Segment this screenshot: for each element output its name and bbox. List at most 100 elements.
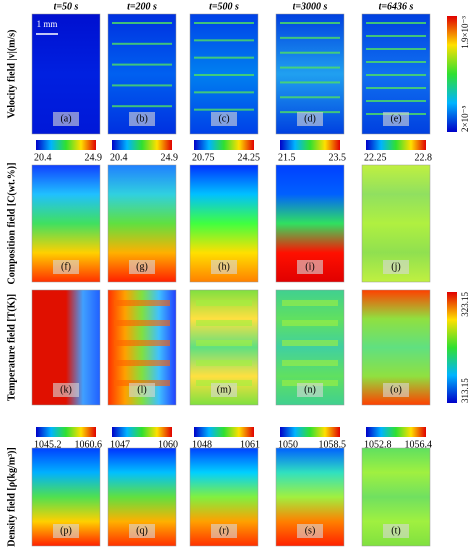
colorbar-max: 24.9: [85, 152, 103, 163]
colorbar: [194, 140, 254, 150]
panel-label-bg: [129, 383, 155, 397]
flow-streak: [280, 22, 340, 24]
flow-streak: [280, 66, 340, 69]
row-label: Velocity field |v|(m/s): [6, 29, 17, 118]
colorbar-min: 1050: [278, 439, 298, 450]
panel-label: (n): [304, 384, 316, 395]
colorbar-min: 20.4: [110, 152, 128, 163]
thermal-band: [196, 320, 252, 326]
panel-label-bg: [53, 383, 79, 397]
colorbar-max: 1060.6: [75, 439, 103, 450]
flow-streak: [194, 108, 254, 111]
colorbar-min: 22.25: [364, 152, 387, 163]
panel-label-bg: [383, 524, 409, 538]
colorbar-max: 24.9: [161, 152, 179, 163]
panel-label: (r): [219, 525, 229, 536]
colorbar: [194, 427, 254, 437]
panel-label-bg: [129, 524, 155, 538]
flow-streak: [366, 35, 426, 37]
colorbar-min: 2×10⁻⁵: [460, 106, 470, 132]
flow-streak: [280, 51, 340, 54]
colorbar-max: 1060: [158, 439, 178, 450]
flow-streak: [194, 39, 254, 42]
flow-streak: [366, 87, 426, 89]
colorbar-max: 1061: [240, 439, 260, 450]
flow-streak: [112, 84, 172, 87]
thermal-band: [282, 340, 338, 346]
panel-label: (t): [391, 525, 400, 536]
colorbar-min: 1052.8: [364, 439, 392, 450]
colorbar: [280, 427, 340, 437]
panel-label-bg: [297, 112, 323, 126]
thermal-band: [196, 300, 252, 306]
panel-label-bg: [383, 383, 409, 397]
flow-streak: [194, 22, 254, 24]
colorbar: [36, 427, 96, 437]
flow-streak: [366, 74, 426, 76]
panel-label-bg: [383, 112, 409, 126]
panel-label-bg: [211, 524, 237, 538]
colorbar-min: 21.5: [278, 152, 296, 163]
flow-streak: [366, 48, 426, 50]
colorbar-min: 1048: [192, 439, 212, 450]
colorbar-max: 1056.4: [405, 439, 433, 450]
panel-label-bg: [297, 524, 323, 538]
panel-label: (i): [305, 261, 314, 272]
panel-label-bg: [297, 260, 323, 274]
colorbar: [112, 140, 172, 150]
colorbar-min: 313.15: [460, 378, 470, 403]
flow-streak: [280, 81, 340, 84]
colorbar: [366, 427, 426, 437]
panel-label: (l): [137, 384, 146, 395]
time-label: t=6436 s: [379, 1, 414, 12]
panel-label: (a): [60, 113, 71, 124]
colorbar: [447, 292, 457, 403]
thermal-band: [196, 340, 252, 346]
panel-label: (o): [390, 384, 402, 395]
panel-label: (c): [218, 113, 229, 124]
colorbar-min: 20.4: [34, 152, 52, 163]
colorbar-min: 1045.2: [34, 439, 62, 450]
thermal-band: [114, 300, 170, 306]
row-label: Density field [ρ(kg/m³)]: [6, 447, 17, 546]
thermal-band: [282, 360, 338, 366]
panel-label-bg: [129, 112, 155, 126]
flow-streak: [280, 96, 340, 99]
flow-streak: [112, 63, 172, 66]
colorbar: [447, 16, 457, 132]
flow-streak: [112, 42, 172, 45]
panel-label: (f): [61, 261, 71, 272]
thermal-band: [282, 300, 338, 306]
colorbar-min: 1047: [110, 439, 130, 450]
panel-label-bg: [53, 112, 79, 126]
colorbar: [366, 140, 426, 150]
flow-streak: [112, 105, 172, 108]
thermal-band: [114, 340, 170, 346]
time-label: t=3000 s: [293, 1, 328, 12]
panel-label: (d): [304, 113, 316, 124]
panel-label-bg: [53, 260, 79, 274]
flow-streak: [366, 100, 426, 102]
thermal-band: [114, 320, 170, 326]
colorbar-min: 20.75: [192, 152, 215, 163]
thermal-band: [114, 360, 170, 366]
panel-label: (h): [218, 261, 230, 272]
colorbar-max: 323.15: [460, 292, 470, 317]
flow-streak: [194, 91, 254, 94]
flow-streak: [280, 36, 340, 39]
colorbar-max: 23.5: [329, 152, 347, 163]
row-label: Temperature field [T(K)]: [6, 294, 17, 401]
panel-label-bg: [211, 112, 237, 126]
time-label: t=200 s: [127, 1, 157, 12]
panel-label: (q): [136, 525, 148, 536]
panel-label-bg: [129, 260, 155, 274]
colorbar: [112, 427, 172, 437]
flow-streak: [194, 74, 254, 76]
panel-label-bg: [297, 383, 323, 397]
panel-label-bg: [211, 260, 237, 274]
colorbar-max: 1058.5: [319, 439, 347, 450]
flow-streak: [366, 61, 426, 63]
thermal-band: [282, 320, 338, 326]
row-label: Composition field [C(wt.%)]: [6, 163, 17, 285]
panel-label: (p): [60, 525, 72, 536]
